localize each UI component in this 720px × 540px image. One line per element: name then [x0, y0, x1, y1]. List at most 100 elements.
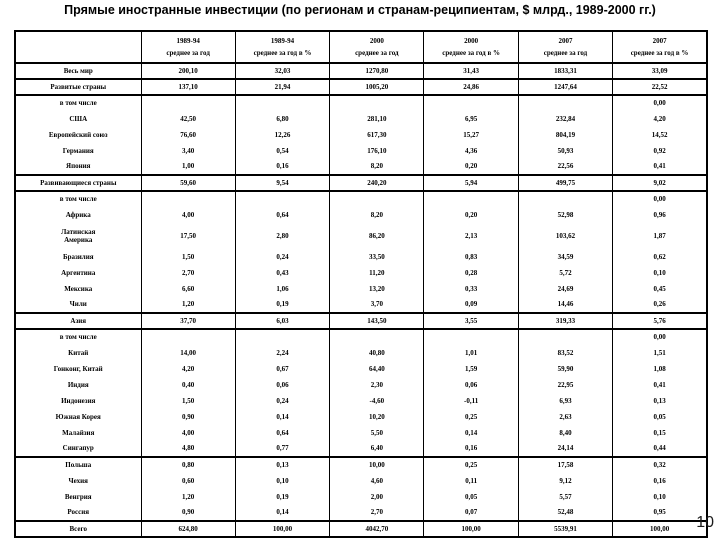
- table-cell: 24,69: [517, 281, 613, 297]
- row-label: Южная Корея: [14, 409, 141, 425]
- row-label: Сингапур: [14, 441, 141, 457]
- table-cell: 0,64: [234, 425, 330, 441]
- table-cell: 3,55: [423, 312, 519, 329]
- table-cell: 6,93: [517, 393, 613, 409]
- table-cell: 12,26: [234, 127, 330, 143]
- table-cell: 0,40: [140, 377, 236, 393]
- table-cell: [329, 190, 424, 207]
- row-label: Всего: [14, 520, 141, 537]
- column-measure: среднее за год в %: [253, 48, 312, 57]
- row-label: в том числе: [14, 94, 141, 111]
- table-row: Китай 14,00 2,24 40,80 1,01 83,52 1,51: [14, 345, 707, 361]
- fdi-table: 1989-94 среднее за год 1989-94 среднее за г…: [14, 30, 708, 538]
- table-cell: 1,50: [140, 249, 236, 265]
- table-row: Бразилия 1,50 0,24 33,50 0,83 34,59 0,62: [14, 249, 707, 265]
- table-cell: [517, 94, 613, 111]
- row-label: Аргентина: [14, 265, 141, 281]
- table-cell: 59,60: [140, 174, 236, 191]
- table-cell: 240,20: [329, 174, 424, 191]
- table-cell: 14,46: [517, 297, 613, 313]
- table-row: Малайзия 4,00 0,64 5,50 0,14 8,40 0,15: [14, 425, 707, 441]
- row-label: Малайзия: [14, 425, 141, 441]
- table-cell: [234, 94, 330, 111]
- column-measure: среднее за год в %: [630, 48, 689, 57]
- table-cell: 232,84: [517, 111, 613, 127]
- table-cell: 499,75: [517, 174, 613, 191]
- table-cell: 624,80: [140, 520, 236, 537]
- table-cell: 0,62: [612, 249, 707, 265]
- table-cell: 4,00: [140, 425, 236, 441]
- table-cell: 1,00: [140, 159, 236, 175]
- row-label-header: [14, 31, 141, 64]
- table-cell: 0,07: [423, 505, 519, 521]
- row-label: Польша: [14, 456, 141, 473]
- table-cell: 0,32: [612, 456, 707, 473]
- table-cell: 22,95: [517, 377, 613, 393]
- table-cell: 0,16: [423, 441, 519, 457]
- column-header: 1989-94 среднее за год в %: [234, 31, 330, 64]
- table-row: Всего 624,80 100,00 4042,70 100,00 5539,91 100…: [14, 520, 707, 537]
- table-row: Польша 0,80 0,13 10,00 0,25 17,58 0,32: [14, 456, 707, 473]
- table-cell: 1,51: [612, 345, 707, 361]
- table-cell: 0,45: [612, 281, 707, 297]
- column-period: 1989-94: [176, 37, 200, 46]
- table-cell: 32,03: [234, 63, 330, 79]
- table-cell: 0,24: [234, 249, 330, 265]
- table-cell: 6,80: [234, 111, 330, 127]
- table-cell: 200,10: [140, 63, 236, 79]
- table-cell: 22,52: [612, 78, 707, 95]
- table-row: Развитые страны 137,10 21,94 1005,20 24,86 12…: [14, 78, 707, 95]
- row-label: Россия: [14, 505, 141, 521]
- table-cell: 0,41: [612, 377, 707, 393]
- table-row: Латинская Америка 17,50 2,80 86,20 2,13 103,6…: [14, 223, 707, 249]
- row-label: Европейский союз: [14, 127, 141, 143]
- table-cell: 0,16: [234, 159, 330, 175]
- row-label: Латинская Америка: [14, 223, 141, 249]
- table-cell: [423, 190, 519, 207]
- table-cell: [423, 328, 519, 345]
- table-cell: 0,24: [234, 393, 330, 409]
- table-cell: 0,10: [612, 265, 707, 281]
- column-measure: среднее за год: [543, 48, 588, 57]
- table-cell: 0,13: [234, 456, 330, 473]
- table-row: Южная Корея 0,90 0,14 10,20 0,25 2,63 0,05: [14, 409, 707, 425]
- table-cell: 0,90: [140, 409, 236, 425]
- table-cell: [423, 94, 519, 111]
- table-cell: 0,14: [423, 425, 519, 441]
- table-cell: 0,67: [234, 361, 330, 377]
- table-cell: 617,30: [329, 127, 424, 143]
- table-cell: 1,08: [612, 361, 707, 377]
- row-label: Венгрия: [14, 489, 141, 505]
- table-cell: 1,20: [140, 489, 236, 505]
- table-cell: 0,33: [423, 281, 519, 297]
- table-row: Аргентина 2,70 0,43 11,20 0,28 5,72 0,10: [14, 265, 707, 281]
- row-label: Чехия: [14, 473, 141, 489]
- table-cell: [140, 190, 236, 207]
- table-cell: 4,36: [423, 143, 519, 159]
- table-cell: 37,70: [140, 312, 236, 329]
- table-cell: 100,00: [612, 520, 707, 537]
- table-cell: 42,50: [140, 111, 236, 127]
- table-cell: 8,40: [517, 425, 613, 441]
- table-cell: [329, 328, 424, 345]
- column-period: 2000: [369, 37, 384, 46]
- table-cell: 1833,31: [517, 63, 613, 79]
- table-row: Мексика 6,60 1,06 13,20 0,33 24,69 0,45: [14, 281, 707, 297]
- table-cell: 50,93: [517, 143, 613, 159]
- table-cell: [140, 94, 236, 111]
- row-label: Индонезия: [14, 393, 141, 409]
- table-cell: 0,14: [234, 409, 330, 425]
- table-cell: 15,27: [423, 127, 519, 143]
- column-measure: среднее за год: [166, 48, 210, 57]
- table-row: Индонезия 1,50 0,24 -4,60 -0,11 6,93 0,13: [14, 393, 707, 409]
- table-cell: 6,60: [140, 281, 236, 297]
- table-cell: 21,94: [234, 78, 330, 95]
- table-row: Германия 3,40 0,54 176,10 4,36 50,93 0,92: [14, 143, 707, 159]
- table-cell: 0,11: [423, 473, 519, 489]
- table-cell: 0,14: [234, 505, 330, 521]
- table-cell: [517, 190, 613, 207]
- table-cell: 5,76: [612, 312, 707, 329]
- table-cell: 5,57: [517, 489, 613, 505]
- table-cell: -0,11: [423, 393, 519, 409]
